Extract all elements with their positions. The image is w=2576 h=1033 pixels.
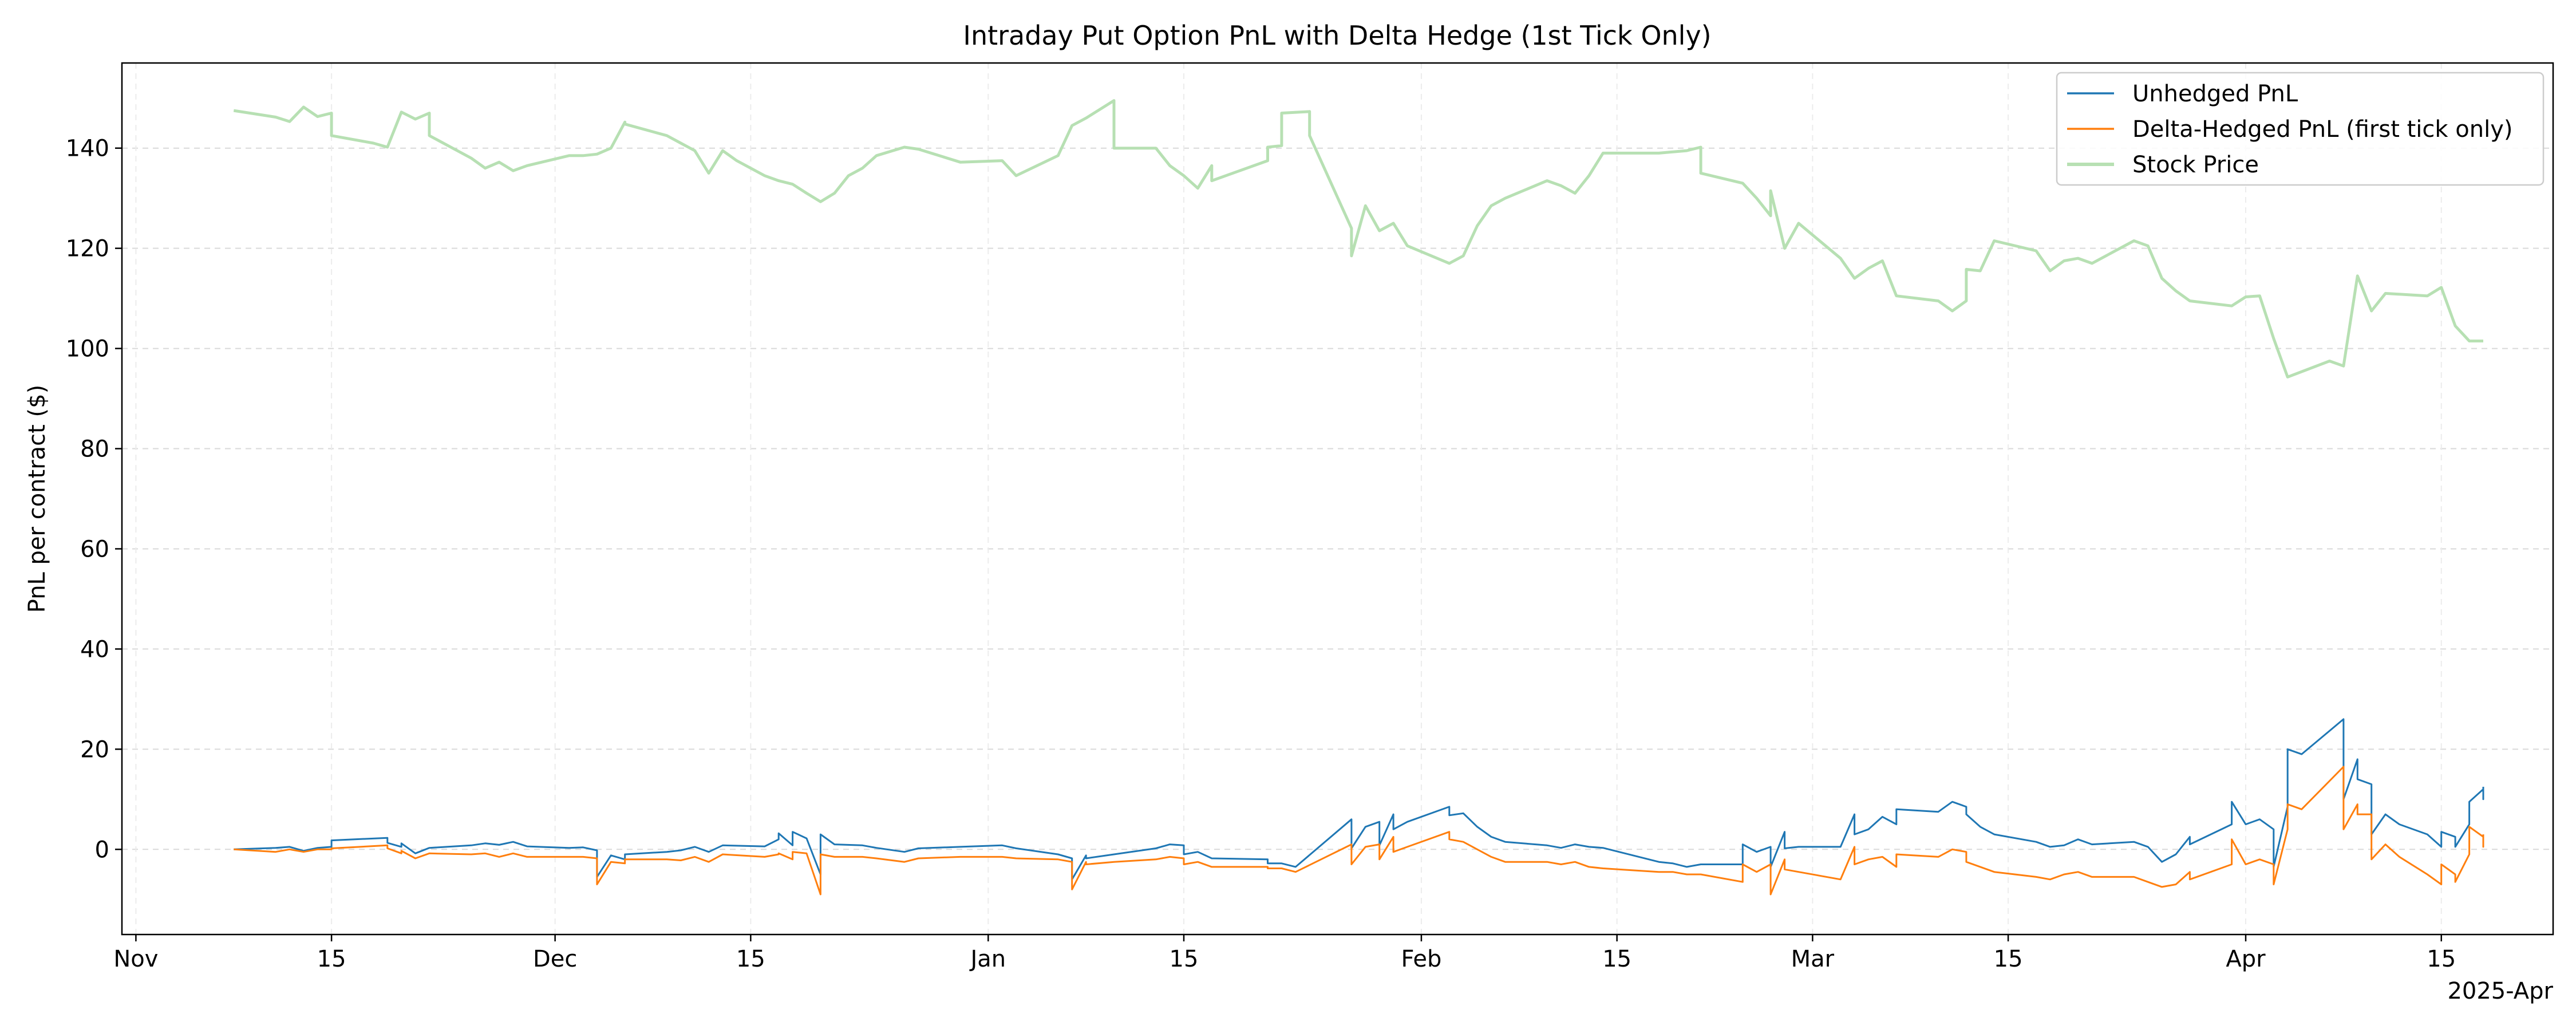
y-tick-label: 0 (95, 837, 109, 863)
series-line-0 (234, 718, 2484, 881)
legend-label: Unhedged PnL (2132, 81, 2298, 107)
x-tick-label: 15 (317, 946, 346, 972)
x-tick-label: 15 (1170, 946, 1199, 972)
x-tick-label: Mar (1791, 946, 1835, 972)
y-tick-label: 20 (80, 736, 109, 763)
x-tick-label: Nov (113, 946, 158, 972)
series-line-1 (234, 766, 2484, 896)
y-tick-label: 100 (66, 336, 109, 362)
x-tick-label: 15 (1994, 946, 2023, 972)
series-line-2 (233, 99, 2483, 378)
legend-label: Delta-Hedged PnL (first tick only) (2132, 116, 2512, 143)
plot-area-frame (121, 62, 2554, 936)
y-tick-label: 120 (66, 236, 109, 262)
x-tick-label: Dec (533, 946, 577, 972)
x-tick-label: 15 (1602, 946, 1631, 972)
chart-title: Intraday Put Option PnL with Delta Hedge… (963, 20, 1711, 51)
axes-layer: 0 20 40 60 80 100 120 140 Nov 15 Dec 15 Jan 15 Feb 15 Ma… (66, 136, 2456, 972)
y-tick-label: 60 (80, 536, 109, 562)
legend-box (2056, 72, 2545, 186)
series-layer (233, 99, 2484, 896)
legend: Unhedged PnL Delta-Hedged PnL (first tick… (2056, 72, 2545, 186)
y-tick-label: 40 (80, 636, 109, 663)
x-tick-label: 15 (736, 946, 765, 972)
x-tick-label: Feb (1401, 946, 1442, 972)
y-tick-label: 80 (80, 436, 109, 463)
x-tick-label: Apr (2226, 946, 2266, 972)
x-tick-label: Jan (969, 946, 1006, 972)
y-axis-label: PnL per contract ($) (24, 385, 50, 613)
grid-layer (122, 63, 2553, 935)
x-axis-offset-label: 2025-Apr (2447, 978, 2553, 1004)
legend-label: Stock Price (2132, 152, 2259, 178)
y-tick-label: 140 (66, 136, 109, 162)
x-tick-label: 15 (2427, 946, 2456, 972)
